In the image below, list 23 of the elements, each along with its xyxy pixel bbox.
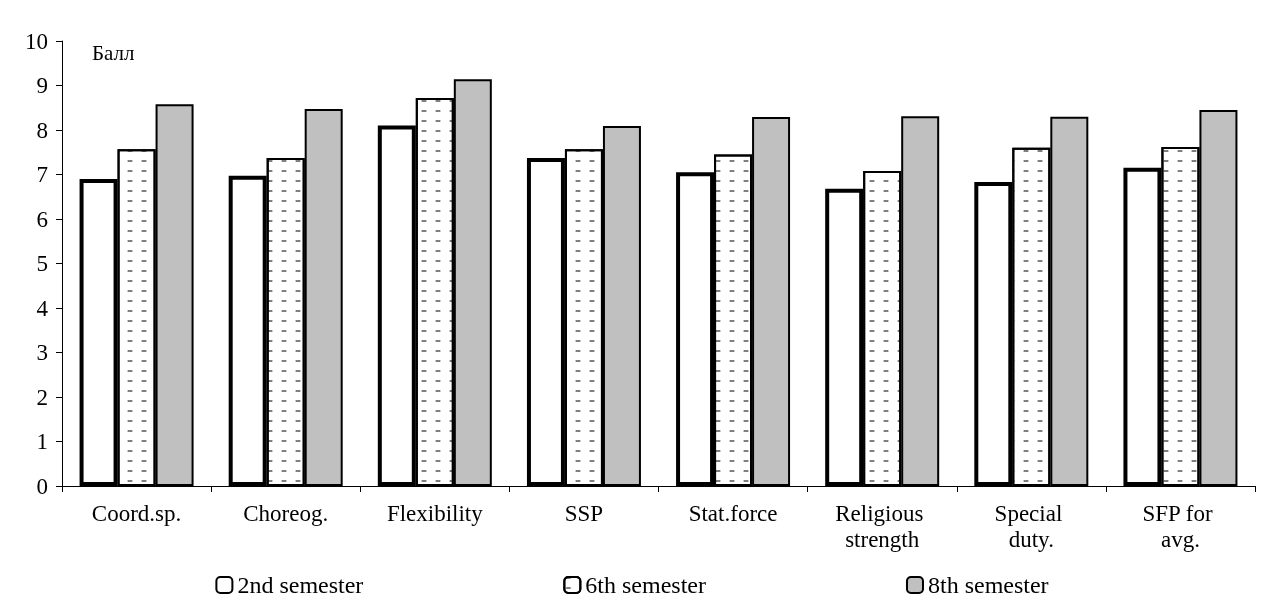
y-tick-label: 7 <box>36 162 48 187</box>
y-tick-label: 6 <box>36 206 48 232</box>
x-tick-label: Choreog. <box>243 500 329 526</box>
legend-label: 6th semester <box>585 572 706 598</box>
y-tick-label: 4 <box>36 295 49 321</box>
y-tick-label: 0 <box>36 473 48 499</box>
x-tick-label: Coord.sp. <box>91 500 182 526</box>
y-tick-label: 8 <box>36 117 48 143</box>
x-tick-label: Flexibility <box>386 500 484 526</box>
x-tick-label: SFP for avg. <box>1142 500 1219 552</box>
y-tick-label: 1 <box>36 429 48 454</box>
y-tick-label: 10 <box>25 28 48 54</box>
x-tick-label: Special duty. <box>994 500 1069 552</box>
x-tick-label: Stat.force <box>688 500 778 526</box>
legend-label: 8th semester <box>927 572 1049 598</box>
y-tick-label: 2 <box>36 384 48 410</box>
y-tick-label: 5 <box>36 251 48 276</box>
x-tick-label: SSP <box>564 500 604 526</box>
y-axis-title: Балл <box>92 40 135 65</box>
y-tick-label: 9 <box>36 73 48 98</box>
y-tick-label: 3 <box>36 340 48 365</box>
x-tick-label: Religious strength <box>835 500 930 552</box>
legend-label: 2nd semester <box>237 572 364 598</box>
